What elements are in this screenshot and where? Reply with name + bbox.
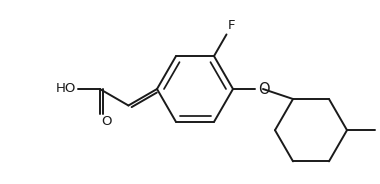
- Text: F: F: [228, 20, 235, 32]
- Text: HO: HO: [55, 82, 76, 95]
- Text: O: O: [258, 82, 270, 96]
- Text: O: O: [101, 115, 111, 128]
